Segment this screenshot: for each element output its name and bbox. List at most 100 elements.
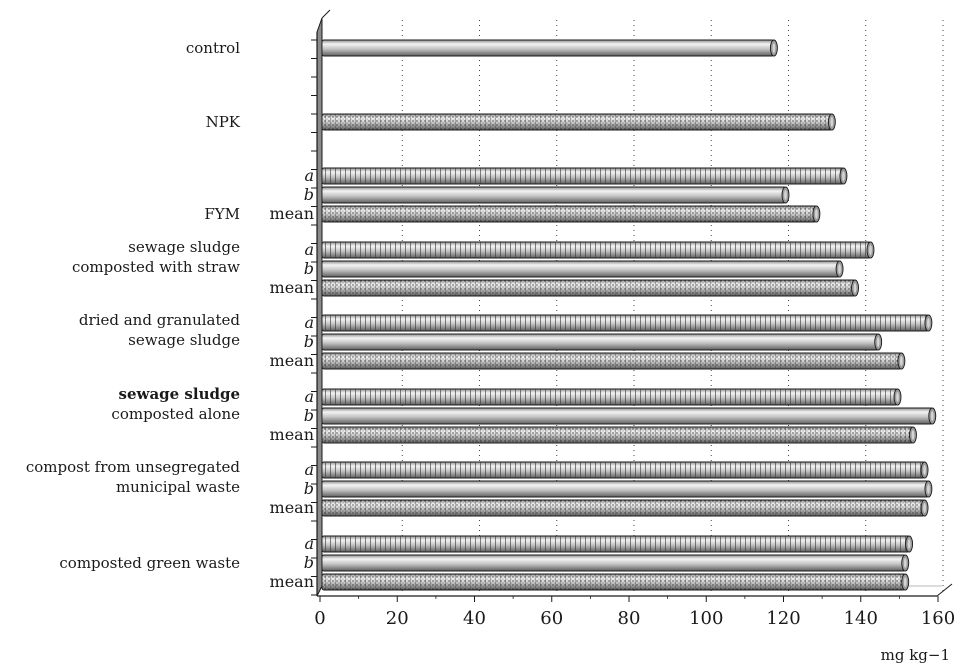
group-label: compost from unsegregated [26,458,241,476]
bar-end-highlight [842,171,845,181]
bar-sub-label: a [304,387,314,406]
bar-body [321,333,879,351]
x-tick-label: 100 [689,608,723,629]
x-tick-label: 140 [844,608,878,629]
group-label: sewage sludge [128,331,240,349]
bar-texture [322,389,898,405]
group-label: NPK [206,113,241,131]
bar-end-highlight [772,43,776,53]
bars [321,39,937,591]
bar-sub-label: a [304,534,314,553]
bar-end-highlight [907,539,911,549]
bar [321,554,910,572]
bar [321,241,875,259]
bar [321,407,937,425]
unit-label: mg kg−1 [881,646,950,664]
bar-texture [322,427,913,443]
bar-texture [322,462,925,478]
floor-right-edge [936,583,953,597]
bar [321,113,836,131]
bar-texture [322,242,871,258]
bar-sub-label: a [304,166,314,185]
bar [321,426,917,444]
group-label: dried and granulated [79,311,240,329]
bar-end-highlight [911,430,915,440]
bar [321,205,821,223]
bar-texture [322,114,832,130]
bar-sub-label: mean [270,425,314,444]
x-tick-label: 40 [463,608,486,629]
axis-wall [316,17,323,597]
bar-sub-label: b [304,553,314,572]
bar-sub-label: mean [270,498,314,517]
bar [321,186,790,204]
bar-body [321,186,786,204]
bar-end-highlight [930,411,934,421]
bar-texture [322,206,817,222]
bar-texture [322,500,925,516]
bar [321,167,848,185]
bar-sub-label: mean [270,278,314,297]
bar-end-highlight [896,392,899,402]
bar-end-highlight [903,577,907,587]
x-tick-label: 60 [540,608,563,629]
bar [321,260,844,278]
group-label: control [186,39,240,57]
bar [321,535,914,553]
bar-end-highlight [830,117,834,127]
bar-end-highlight [923,503,926,513]
x-tick-label: 160 [921,608,955,629]
bar [321,314,933,332]
bar-texture [322,574,906,590]
bar-end-highlight [903,558,907,568]
bar-end-highlight [784,190,787,200]
bar-body [321,39,775,57]
bar-sub-label: mean [270,351,314,370]
x-tick-label: 0 [314,608,325,629]
x-tick-label: 20 [386,608,409,629]
bar-end-highlight [927,318,930,328]
bar-body [321,260,841,278]
bar [321,480,933,498]
bar [321,499,929,517]
bar-texture [322,315,929,331]
x-tick-label: 80 [618,608,641,629]
bar [321,573,910,591]
bar-sub-label: b [304,185,314,204]
bar-texture [322,536,910,552]
group-label: composted alone [111,405,240,423]
wall-top-edge [321,9,331,19]
bar-sub-label: b [304,332,314,351]
bar-end-highlight [838,264,841,274]
bar-sub-label: b [304,259,314,278]
bar-sub-label: b [304,479,314,498]
bar-sub-label: a [304,240,314,259]
bar-end-highlight [899,356,903,366]
bar-end-highlight [869,245,872,255]
bar [321,461,929,479]
group-label: composted with straw [72,258,240,276]
bar [321,279,859,297]
bar-texture [322,353,902,369]
bar-end-highlight [815,209,818,219]
x-axis: 0 20 40 60 80 100 120 140 160 mg kg−1 [314,596,955,664]
x-tick-label: 120 [766,608,800,629]
bar-body [321,554,906,572]
bar-texture [322,168,844,184]
bar-sub-label: mean [270,204,314,223]
bar [321,352,906,370]
group-label: sewage sludge [119,385,240,403]
bar-body [321,407,933,425]
bar-sub-label: a [304,313,314,332]
bar [321,39,778,57]
bar [321,333,883,351]
group-label: sewage sludge [128,238,240,256]
bar-end-highlight [876,337,880,347]
bar-end-highlight [923,465,926,475]
bar-body [321,480,929,498]
bar-end-highlight [927,484,930,494]
bar [321,388,902,406]
bar-sub-label: mean [270,572,314,591]
